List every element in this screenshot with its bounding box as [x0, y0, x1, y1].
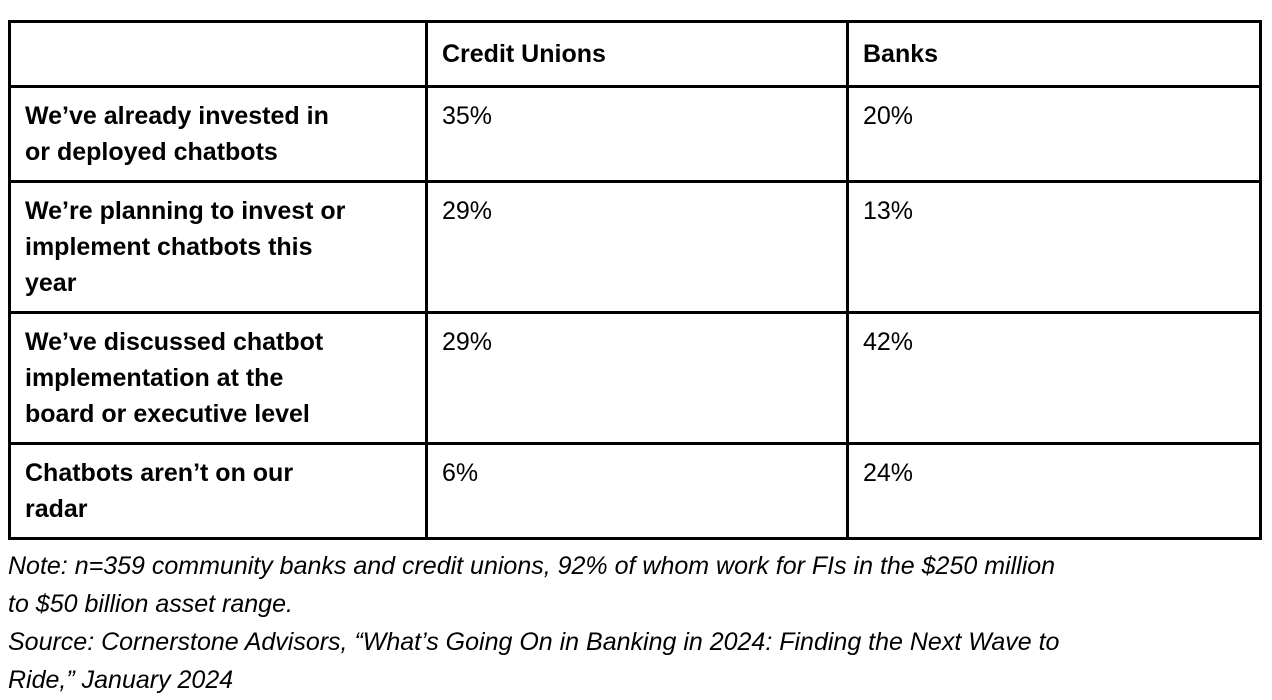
credit-unions-value-cell: 35% [425, 85, 849, 183]
footnote-note: Note: n=359 community banks and credit u… [8, 552, 1056, 618]
chatbot-adoption-table: Credit Unions Banks We’ve already invest… [8, 20, 1262, 540]
row-label-cell: We’ve already invested in or deployed ch… [8, 85, 428, 183]
banks-value-cell: 42% [846, 311, 1262, 445]
table-row: We’ve already invested in or deployed ch… [8, 85, 1262, 183]
table-row: We’re planning to invest or implement ch… [8, 180, 1262, 314]
banks-value-cell: 24% [846, 442, 1262, 540]
banks-column-header: Banks [846, 20, 1262, 88]
credit-unions-column-header: Credit Unions [425, 20, 849, 88]
row-label-cell: Chatbots aren’t on our radar [8, 442, 428, 540]
table-row: Chatbots aren’t on our radar 6% 24% [8, 442, 1262, 540]
corner-cell [8, 20, 428, 88]
table-row: We’ve discussed chatbot implementation a… [8, 311, 1262, 445]
credit-unions-value-cell: 29% [425, 180, 849, 314]
footnote-source: Source: Cornerstone Advisors, “What’s Go… [8, 628, 1060, 694]
banks-value-cell: 13% [846, 180, 1262, 314]
row-label-cell: We’ve discussed chatbot implementation a… [8, 311, 428, 445]
credit-unions-value-cell: 6% [425, 442, 849, 540]
header-row: Credit Unions Banks [8, 20, 1262, 88]
banks-value-cell: 20% [846, 85, 1262, 183]
row-label-cell: We’re planning to invest or implement ch… [8, 180, 428, 314]
credit-unions-value-cell: 29% [425, 311, 849, 445]
footnotes: Note: n=359 community banks and credit u… [8, 547, 1270, 699]
